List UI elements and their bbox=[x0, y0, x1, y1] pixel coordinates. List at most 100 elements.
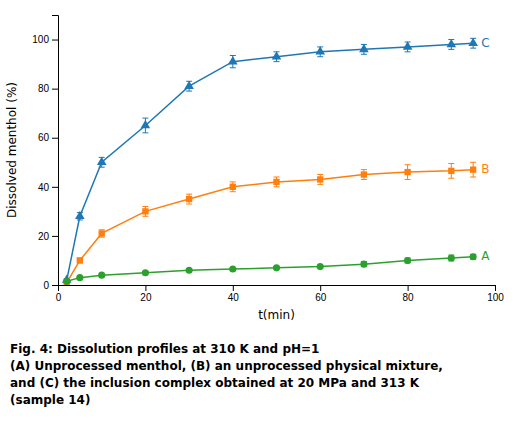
y-tick-mark bbox=[52, 285, 58, 286]
y-tick-mark bbox=[52, 138, 58, 139]
error-bar bbox=[274, 177, 280, 187]
x-tick: 40 bbox=[228, 285, 240, 303]
point bbox=[97, 157, 107, 165]
series bbox=[64, 162, 477, 285]
error-bar bbox=[405, 165, 411, 180]
series-labels: CBA bbox=[481, 36, 490, 264]
point bbox=[98, 272, 105, 279]
y-tick: 40 bbox=[38, 182, 58, 193]
x-tick: 100 bbox=[487, 285, 504, 303]
caption-line: (A) Unprocessed menthol, (B) an unproces… bbox=[10, 359, 443, 373]
x-tick-label: 100 bbox=[487, 292, 504, 303]
x-tick-mark bbox=[495, 285, 496, 291]
caption-line: Fig. 4: Dissolution profiles at 310 K an… bbox=[10, 342, 319, 356]
point bbox=[448, 168, 454, 174]
x-tick: 60 bbox=[315, 285, 327, 303]
y-tick-mark bbox=[52, 40, 58, 41]
error-bar bbox=[317, 175, 323, 185]
y-tick: 20 bbox=[38, 231, 58, 242]
point bbox=[404, 257, 411, 264]
point bbox=[186, 267, 193, 274]
series-label: B bbox=[481, 162, 489, 176]
series-line bbox=[67, 257, 473, 282]
point bbox=[360, 261, 367, 268]
error-bar bbox=[142, 206, 148, 216]
x-tick-label: 0 bbox=[56, 292, 62, 303]
y-axis-line bbox=[52, 16, 59, 286]
y-tick: 0 bbox=[43, 280, 58, 291]
y-tick: 60 bbox=[38, 132, 58, 143]
point bbox=[76, 274, 83, 281]
error-bar bbox=[448, 255, 454, 261]
caption: Fig. 4: Dissolution profiles at 310 K an… bbox=[10, 342, 443, 407]
point bbox=[446, 39, 456, 47]
point bbox=[228, 56, 238, 64]
error-bar bbox=[448, 164, 454, 179]
point bbox=[230, 184, 236, 190]
point bbox=[468, 38, 478, 46]
point bbox=[448, 254, 455, 261]
x-tick: 80 bbox=[403, 285, 415, 303]
x-tick-label: 20 bbox=[140, 292, 152, 303]
point bbox=[273, 179, 279, 185]
caption-line: and (C) the inclusion complex obtained a… bbox=[10, 376, 420, 390]
series-line bbox=[67, 43, 473, 280]
point bbox=[77, 257, 83, 263]
x-tick-label: 80 bbox=[403, 292, 415, 303]
chart: 0 20 40 60 80 100 0 20 40 60 80 100 t(min) Dissolved … bbox=[0, 0, 525, 436]
y-tick-label: 20 bbox=[38, 231, 50, 242]
x-tick: 20 bbox=[140, 285, 152, 303]
series-label: C bbox=[481, 36, 489, 50]
point bbox=[184, 81, 194, 89]
point bbox=[272, 51, 282, 59]
series bbox=[63, 253, 477, 285]
y-tick-label: 80 bbox=[38, 83, 50, 94]
point bbox=[186, 196, 192, 202]
point bbox=[141, 120, 151, 128]
point bbox=[361, 171, 367, 177]
point bbox=[142, 269, 149, 276]
point bbox=[404, 169, 410, 175]
point bbox=[317, 263, 324, 270]
point bbox=[403, 41, 413, 49]
point bbox=[63, 278, 70, 285]
error-bar bbox=[361, 170, 367, 180]
x-axis: 0 20 40 60 80 100 bbox=[56, 285, 505, 303]
point bbox=[273, 264, 280, 271]
y-tick: 80 bbox=[38, 83, 58, 94]
error-bar bbox=[186, 194, 192, 204]
y-tick-label: 40 bbox=[38, 182, 50, 193]
point bbox=[75, 211, 85, 219]
series-line bbox=[67, 170, 473, 283]
point bbox=[359, 44, 369, 52]
point bbox=[317, 176, 323, 182]
y-tick-label: 0 bbox=[43, 280, 49, 291]
caption-line: (sample 14) bbox=[10, 393, 90, 407]
x-tick-label: 60 bbox=[315, 292, 327, 303]
point bbox=[315, 46, 325, 54]
point bbox=[470, 166, 476, 172]
error-bar bbox=[77, 258, 83, 263]
point bbox=[229, 265, 236, 272]
x-axis-title: t(min) bbox=[258, 308, 295, 322]
y-tick-label: 60 bbox=[38, 132, 50, 143]
x-tick-mark bbox=[320, 285, 321, 291]
y-tick-mark bbox=[52, 187, 58, 188]
plot-area bbox=[62, 38, 478, 285]
point bbox=[470, 253, 477, 260]
x-tick-label: 40 bbox=[228, 292, 240, 303]
series bbox=[62, 38, 478, 283]
point bbox=[142, 208, 148, 214]
y-tick-mark bbox=[52, 89, 58, 90]
x-tick-mark bbox=[145, 285, 146, 291]
y-tick-label: 100 bbox=[32, 34, 49, 45]
error-bar bbox=[99, 230, 105, 237]
y-tick-mark bbox=[52, 236, 58, 237]
point bbox=[99, 230, 105, 236]
y-axis-title: Dissolved menthol (%) bbox=[5, 82, 19, 218]
y-tick: 100 bbox=[32, 34, 58, 45]
error-bar bbox=[470, 162, 476, 177]
x-tick-mark bbox=[233, 285, 234, 291]
x-axis-line bbox=[59, 286, 496, 292]
x-tick: 0 bbox=[56, 285, 62, 303]
